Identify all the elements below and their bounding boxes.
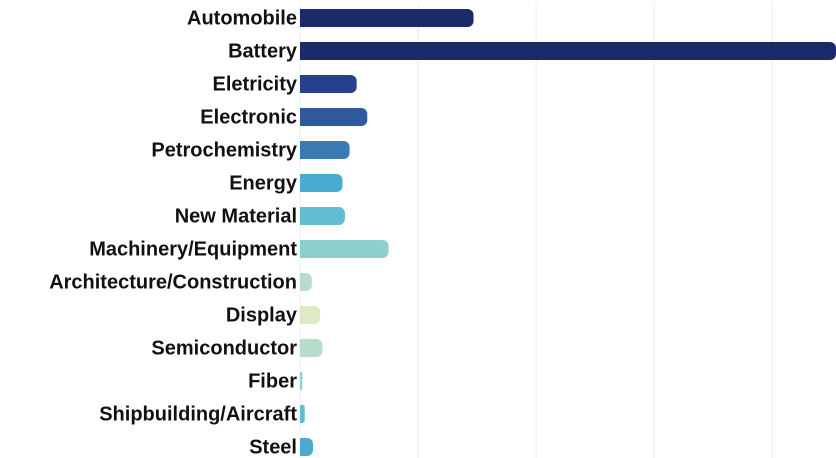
bar xyxy=(300,405,305,423)
y-tick-label: Fiber xyxy=(248,370,297,392)
bar xyxy=(300,438,313,456)
y-tick-label: Shipbuilding/Aircraft xyxy=(99,403,297,425)
bar xyxy=(300,75,357,93)
y-tick-label: Electronic xyxy=(200,106,297,128)
bar xyxy=(300,306,321,324)
bar xyxy=(300,372,303,390)
y-tick-label: Automobile xyxy=(187,7,297,29)
y-tick-label: Energy xyxy=(229,172,298,194)
y-tick-label: Display xyxy=(226,304,298,326)
y-tick-label: Battery xyxy=(228,40,298,62)
bar xyxy=(300,339,323,357)
y-tick-label: Architecture/Construction xyxy=(49,271,297,293)
y-tick-label: Steel xyxy=(249,436,297,458)
y-tick-label: Semiconductor xyxy=(151,337,297,359)
bar xyxy=(300,174,343,192)
bar xyxy=(300,141,350,159)
bar xyxy=(300,207,345,225)
bar xyxy=(300,108,368,126)
bar xyxy=(300,42,836,60)
bar xyxy=(300,9,474,27)
y-tick-label: Eletricity xyxy=(213,73,298,95)
y-tick-label: New Material xyxy=(175,205,297,227)
bar xyxy=(300,273,312,291)
bar xyxy=(300,240,389,258)
y-tick-label: Petrochemistry xyxy=(151,139,297,161)
y-tick-label: Machinery/Equipment xyxy=(89,238,297,260)
